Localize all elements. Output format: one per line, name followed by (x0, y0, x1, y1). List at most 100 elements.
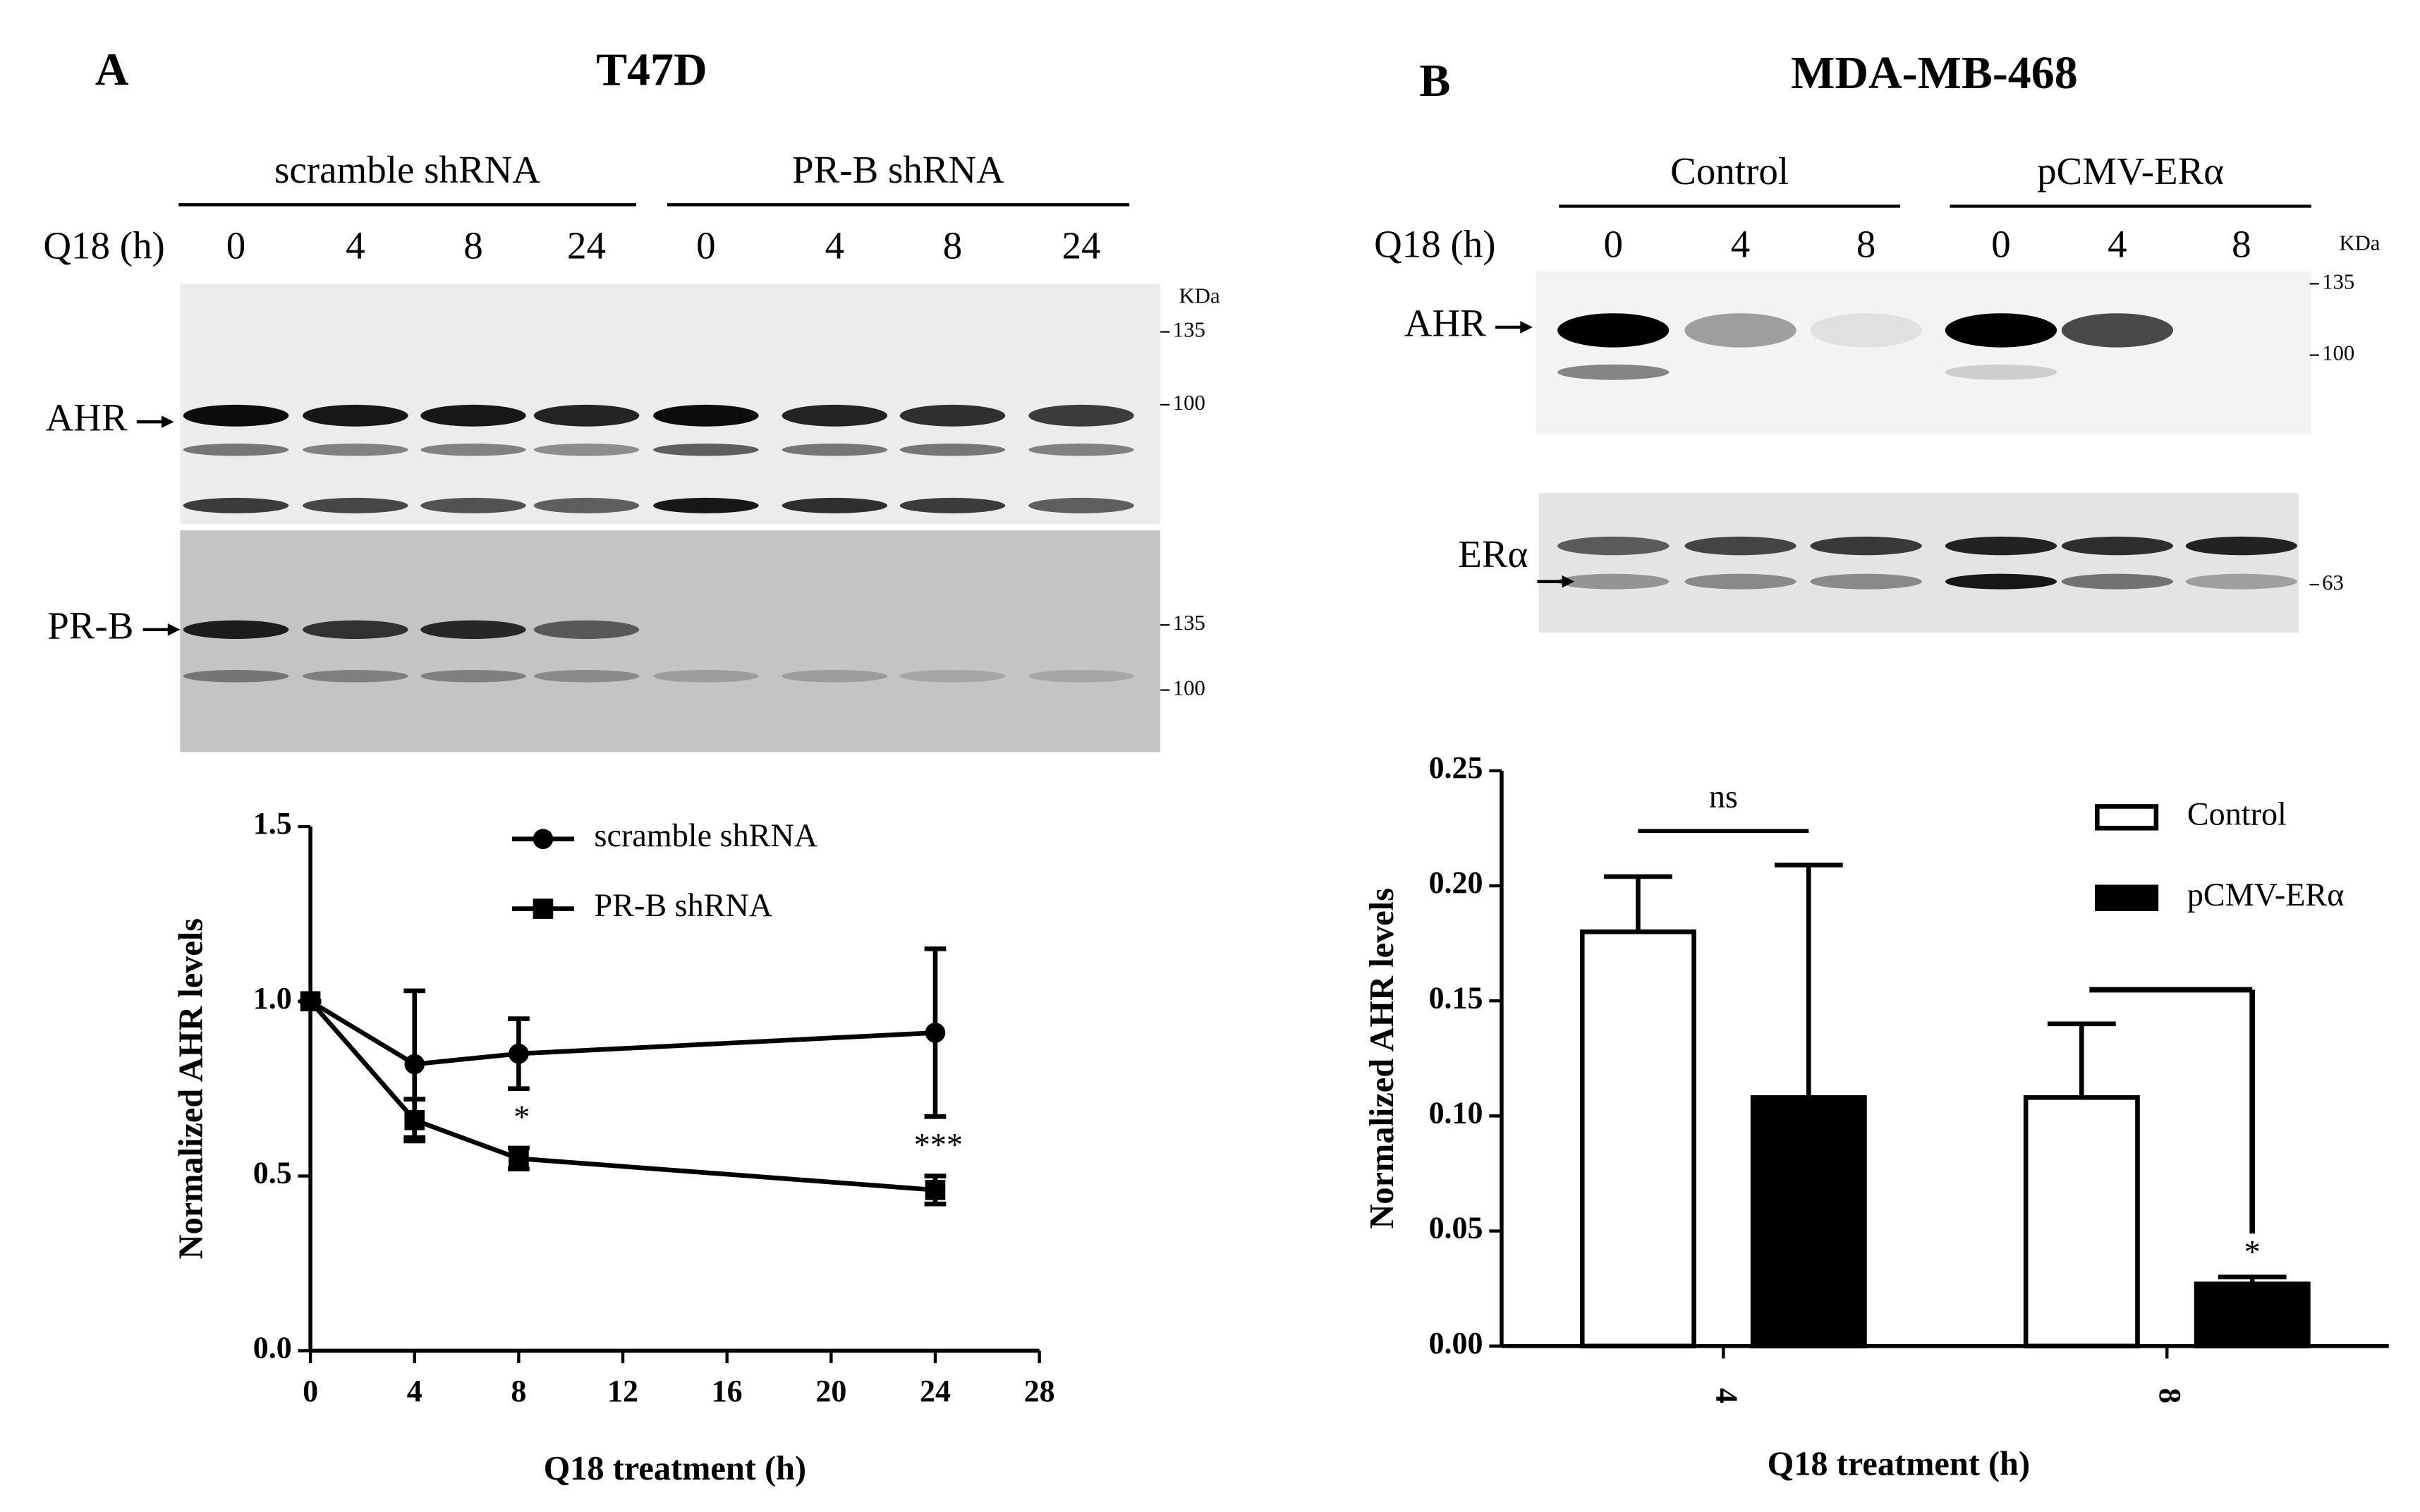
lane-axis-label: Q18 (h) (43, 224, 165, 267)
band (1557, 536, 1670, 556)
series-line (309, 999, 936, 1067)
x-tick-label: 16 (712, 1374, 743, 1408)
band (1557, 364, 1670, 380)
marker-label: 135 (1173, 318, 1205, 342)
y-tick-label: 0.0 (253, 1330, 292, 1365)
band (420, 669, 526, 683)
lane-label: 4 (2108, 222, 2127, 265)
x-tick-label: 0 (303, 1374, 318, 1408)
band (420, 404, 526, 427)
y-axis-label: Normalized AHR levels (172, 918, 209, 1260)
blot (180, 530, 1161, 752)
blot (180, 284, 1161, 525)
data-point (925, 1023, 946, 1043)
panel-letter: B (1419, 55, 1450, 106)
lane-label: 0 (226, 224, 245, 267)
y-axis-label: Normalized AHR levels (1363, 888, 1401, 1229)
x-axis-label: Q18 treatment (h) (1768, 1445, 2030, 1482)
y-tick-label: 0.00 (1429, 1326, 1483, 1360)
band (653, 497, 759, 513)
x-axis-label: Q18 treatment (h) (544, 1450, 806, 1487)
legend-swatch (2095, 884, 2159, 911)
lane-axis-label: Q18 (h) (1374, 222, 1496, 265)
band (533, 497, 640, 513)
legend-label: scramble shRNA (595, 817, 818, 853)
x-tick-label: 4 (1709, 1388, 1744, 1403)
lane-label: 8 (1856, 222, 1875, 265)
band (183, 497, 289, 513)
band (899, 497, 1006, 513)
lane-label: 0 (1991, 222, 2010, 265)
x-tick-label: 4 (407, 1374, 422, 1408)
bar (1579, 929, 1696, 1349)
y-tick-label: 1.0 (253, 981, 292, 1016)
lane-label: 4 (1731, 222, 1750, 265)
band (1945, 573, 2057, 590)
blot-label: PR-B (47, 604, 133, 647)
legend-swatch (2095, 804, 2159, 831)
annotation: *** (914, 1127, 963, 1163)
group-label: scramble shRNA (274, 148, 540, 191)
band (183, 404, 289, 427)
marker-label: 100 (2322, 341, 2354, 365)
panel-title: MDA-MB-468 (1791, 47, 2078, 99)
x-tick-label: 8 (511, 1374, 526, 1408)
data-point (925, 1180, 946, 1200)
legend-marker (533, 829, 554, 849)
bar (2023, 1095, 2140, 1349)
lane-label: 24 (567, 224, 606, 267)
x-tick-label: 8 (2153, 1388, 2187, 1403)
lane-label: 4 (346, 224, 365, 267)
panel-title: T47D (596, 44, 707, 96)
data-point (404, 1054, 425, 1075)
band (1945, 313, 2057, 348)
group-label: Control (1670, 150, 1789, 193)
bar (1750, 1095, 1867, 1349)
band (899, 669, 1006, 683)
y-tick-label: 0.10 (1429, 1095, 1483, 1130)
lane-label: 8 (943, 224, 962, 267)
marker-label: 63 (2322, 571, 2344, 595)
legend-marker (533, 898, 554, 919)
annotation: * (2244, 1234, 2261, 1270)
x-tick-label: 24 (920, 1374, 951, 1408)
band (420, 443, 526, 456)
band (1028, 404, 1134, 427)
band (303, 404, 408, 427)
band (183, 669, 289, 683)
x-tick-label: 20 (815, 1374, 846, 1408)
band (183, 443, 289, 456)
marker-label: 135 (1173, 611, 1205, 635)
band (420, 497, 526, 513)
lane-label: 0 (1603, 222, 1622, 265)
x-tick-label: 12 (607, 1374, 638, 1408)
lane-label: 8 (2232, 222, 2251, 265)
band (303, 497, 408, 513)
band (533, 404, 640, 427)
marker-label: 135 (2322, 269, 2354, 293)
lane-label: 24 (1062, 224, 1101, 267)
band (303, 443, 408, 456)
band (2185, 536, 2297, 556)
y-tick-label: 0.5 (253, 1156, 292, 1190)
series-line (308, 999, 936, 1193)
y-tick-label: 0.15 (1429, 980, 1483, 1015)
band (2061, 573, 2174, 590)
band (1028, 669, 1134, 683)
lane-label: 0 (696, 224, 715, 267)
arrow-head (161, 415, 174, 428)
band (1945, 536, 2057, 556)
band (782, 443, 888, 456)
legend-label: Control (2187, 795, 2287, 831)
data-point (509, 1043, 529, 1064)
band (1684, 573, 1796, 590)
band (653, 404, 759, 427)
group-label: pCMV-ERα (2037, 150, 2224, 193)
panel-letter: A (95, 44, 129, 96)
arrow-head (167, 623, 181, 636)
bar (2194, 1281, 2311, 1349)
band (2185, 573, 2297, 590)
